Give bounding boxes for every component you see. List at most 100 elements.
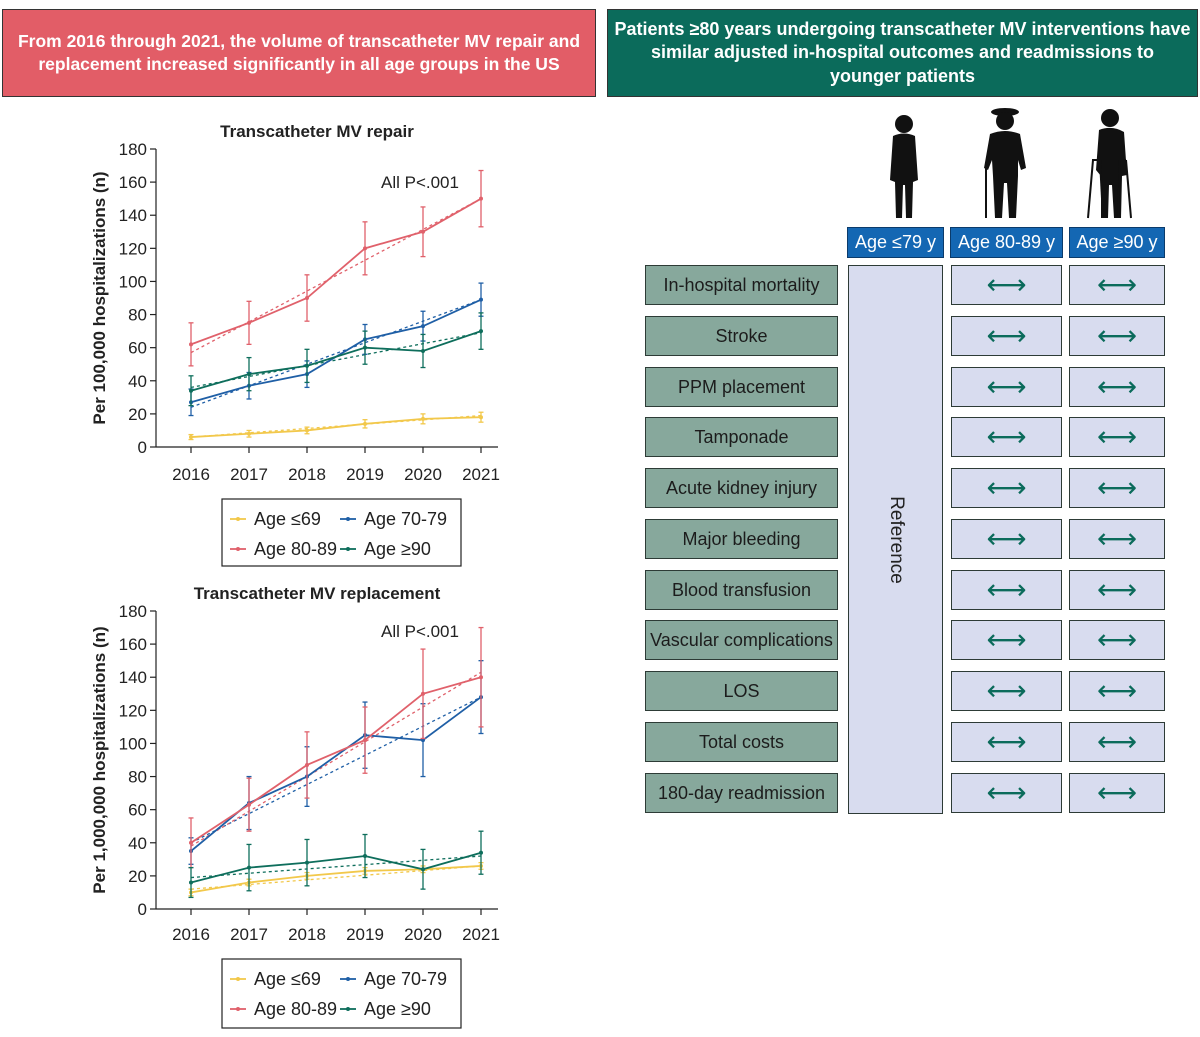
x-tick-label: 2019 [346,465,384,484]
similar-outcome-arrow-icon: ⟷ [1096,574,1138,605]
comparison-cell-age-ge90: ⟷ [1069,620,1165,660]
left-banner: From 2016 through 2021, the volume of tr… [2,9,596,97]
x-tick-label: 2021 [462,925,500,944]
right-banner: Patients ≥80 years undergoing transcathe… [607,9,1198,97]
y-tick-label: 120 [119,701,147,720]
figures-canvas [890,108,1132,219]
y-tick-label: 60 [128,801,147,820]
comparison-cell-age-ge90: ⟷ [1069,671,1165,711]
similar-outcome-arrow-icon: ⟷ [1096,269,1138,300]
similar-outcome-arrow-icon: ⟷ [1096,523,1138,554]
outcome-row-label: LOS [645,671,838,711]
y-tick-label: 20 [128,405,147,424]
data-point [305,860,309,865]
x-tick-label: 2018 [288,465,326,484]
similar-outcome-arrow-icon: ⟷ [1096,624,1138,655]
comparison-cell-age-80-89: ⟷ [951,468,1062,508]
comparison-cell-age-ge90: ⟷ [1069,722,1165,762]
y-tick-label: 160 [119,173,147,192]
x-tick-label: 2016 [172,465,210,484]
comparison-cell-age-ge90: ⟷ [1069,773,1165,813]
standing-person-icon [890,115,918,218]
y-tick-label: 160 [119,635,147,654]
y-tick-label: 20 [128,867,147,886]
data-point [479,415,483,420]
legend-label: Age ≥90 [364,999,431,1019]
data-point [247,802,251,807]
comparison-cell-age-80-89: ⟷ [951,316,1062,356]
similar-outcome-arrow-icon: ⟷ [1096,421,1138,452]
similar-outcome-arrow-icon: ⟷ [986,574,1027,605]
walker-person-icon [1087,109,1132,219]
similar-outcome-arrow-icon: ⟷ [986,675,1027,706]
legend-marker [346,1007,350,1011]
trend-line-age_ge90 [190,332,482,389]
outcome-row-label: Blood transfusion [645,570,838,610]
x-tick-label: 2019 [346,925,384,944]
trend-line-age_70_79 [190,696,482,844]
chart-title: Transcatheter MV repair [220,122,414,141]
legend-box [221,498,462,567]
comparison-cell-age-80-89: ⟷ [951,722,1062,762]
series-line-age_le69 [190,416,482,438]
y-tick-label: 80 [128,768,147,787]
y-tick-label: 100 [119,734,147,753]
comparison-cell-age-80-89: ⟷ [951,671,1062,711]
legend-label: Age 70-79 [364,969,447,989]
data-point [189,388,193,393]
y-tick-label: 40 [128,834,147,853]
similar-outcome-arrow-icon: ⟷ [986,624,1027,655]
y-tick-label: 0 [138,900,147,919]
data-point [363,854,367,859]
comparison-cell-age-ge90: ⟷ [1069,519,1165,559]
data-point [247,865,251,870]
data-point [305,428,309,433]
x-tick-label: 2020 [404,925,442,944]
outcome-row-label: Total costs [645,722,838,762]
outcome-row-label: In-hospital mortality [645,265,838,305]
legend-label: Age ≤69 [254,509,321,529]
data-point [421,324,425,329]
x-tick-label: 2016 [172,925,210,944]
similar-outcome-arrow-icon: ⟷ [986,421,1027,452]
p-value-annotation: All P<.001 [381,622,459,641]
comparison-cell-age-ge90: ⟷ [1069,468,1165,508]
legend-marker [346,977,350,981]
x-tick-label: 2018 [288,925,326,944]
similar-outcome-arrow-icon: ⟷ [986,269,1027,300]
data-point [421,416,425,421]
x-tick-label: 2017 [230,465,268,484]
data-point [479,675,483,680]
data-point [247,431,251,436]
data-point [305,296,309,300]
comparison-cell-age-80-89: ⟷ [951,773,1062,813]
data-point [363,738,367,743]
similar-outcome-arrow-icon: ⟷ [986,320,1027,351]
charts-canvas: Transcatheter MV repair 0 20 40 60 80 100 120 14… [90,122,500,1029]
comparison-cell-age-80-89: ⟷ [951,570,1062,610]
outcome-row-label: Stroke [645,316,838,356]
data-point [479,196,483,201]
data-point [305,363,309,368]
chart-mv-repair: Transcatheter MV repair 0 20 40 60 80 100 120 14… [90,122,500,567]
chart-title: Transcatheter MV replacement [194,584,441,603]
data-point [189,342,193,347]
series-line-age_le69 [190,865,482,894]
data-point [363,421,367,426]
comparison-cell-age-ge90: ⟷ [1069,367,1165,407]
similar-outcome-arrow-icon: ⟷ [1096,777,1138,808]
outcome-row-label: 180-day readmission [645,773,838,813]
y-tick-label: 40 [128,372,147,391]
similar-outcome-arrow-icon: ⟷ [986,371,1027,402]
legend-marker [236,1007,240,1011]
data-point [247,320,251,325]
legend-label: Age 70-79 [364,509,447,529]
data-point [189,840,193,845]
legend-marker [346,547,350,551]
reference-column: Reference [848,265,943,814]
legend-label: Age 80-89 [254,999,337,1019]
similar-outcome-arrow-icon: ⟷ [1096,472,1138,503]
x-tick-label: 2017 [230,925,268,944]
data-point [189,880,193,885]
data-point [479,329,483,334]
